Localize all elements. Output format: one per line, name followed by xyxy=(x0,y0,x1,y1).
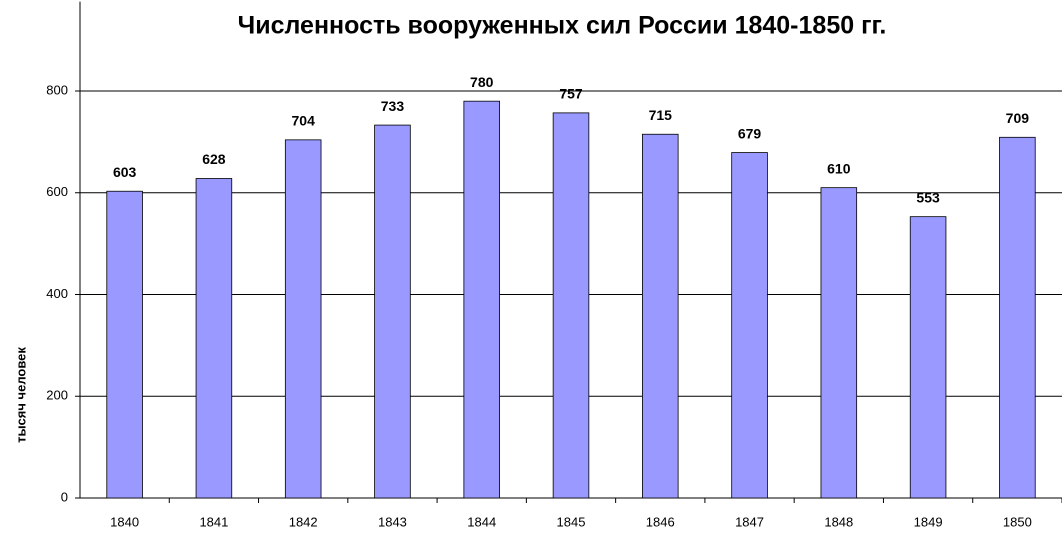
y-tick-label: 200 xyxy=(46,388,68,403)
bar xyxy=(552,112,590,499)
value-label: 704 xyxy=(292,113,316,129)
x-tick-label: 1848 xyxy=(824,514,853,529)
y-tick-label: 400 xyxy=(46,286,68,301)
x-tick-label: 1843 xyxy=(378,514,407,529)
bar xyxy=(463,100,500,499)
x-tick-label: 1849 xyxy=(914,514,943,529)
x-tick-label: 1841 xyxy=(199,514,228,529)
bar xyxy=(284,139,322,499)
x-tick-label: 1847 xyxy=(735,514,764,529)
x-tick-label: 1846 xyxy=(646,514,675,529)
value-label: 679 xyxy=(738,125,762,141)
bar xyxy=(106,190,143,499)
bar xyxy=(642,133,679,499)
value-label: 780 xyxy=(470,74,494,90)
x-tick-label: 1840 xyxy=(110,514,139,529)
y-tick-label: 600 xyxy=(46,184,68,199)
bar xyxy=(731,152,768,499)
value-label: 610 xyxy=(827,160,851,176)
value-label: 757 xyxy=(559,86,583,102)
value-label: 603 xyxy=(113,164,137,180)
bar xyxy=(999,136,1036,499)
y-tick-label: 0 xyxy=(61,489,68,504)
x-tick-label: 1845 xyxy=(557,514,586,529)
value-label: 733 xyxy=(381,98,405,114)
bar xyxy=(374,124,411,499)
value-label: 715 xyxy=(649,107,673,123)
x-tick-label: 1844 xyxy=(467,514,496,529)
y-axis-label: тысяч человек xyxy=(13,347,28,443)
value-label: 709 xyxy=(1006,110,1030,126)
bar xyxy=(820,187,858,499)
y-tick-label: 800 xyxy=(46,82,68,97)
bar xyxy=(909,216,947,499)
x-tick-label: 1842 xyxy=(289,514,318,529)
value-label: 628 xyxy=(202,151,226,167)
chart-title: Численность вооруженных сил России 1840-… xyxy=(238,12,887,40)
value-label: 553 xyxy=(916,189,940,205)
bar xyxy=(195,178,233,499)
x-tick-label: 1850 xyxy=(1003,514,1032,529)
